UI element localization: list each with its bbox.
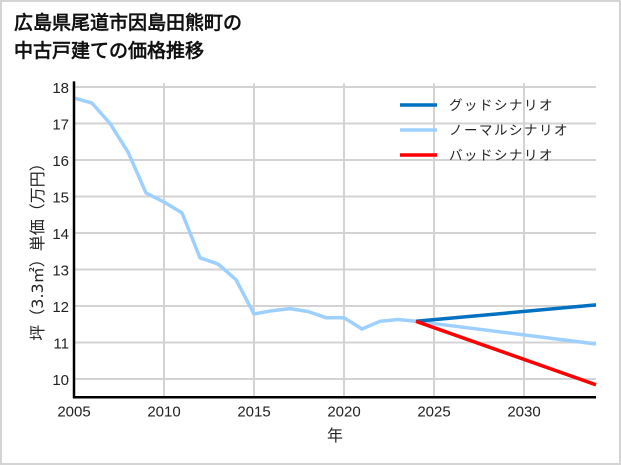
x-tick-label: 2010 [147,403,180,420]
y-tick-label: 12 [52,299,69,316]
axes [72,81,596,399]
y-tick-label: 15 [52,190,69,207]
legend-label: グッドシナリオ [449,98,554,114]
series-line [415,303,597,324]
x-tick-label: 2005 [57,403,90,420]
y-tick-label: 14 [52,226,69,243]
series-lines [73,96,597,387]
series-line [73,96,597,346]
x-tick-label: 2020 [327,403,360,420]
y-tick-label: 16 [52,153,69,170]
legend-label: バッドシナリオ [449,148,554,164]
y-tick-label: 17 [52,117,69,134]
series-line [415,319,597,387]
legend-label: ノーマルシナリオ [449,123,569,139]
y-tick-label: 10 [52,372,69,389]
y-axis-title: 坪（3.3㎡）単価（万円） [28,155,47,340]
x-axis-title: 年 [327,426,343,445]
x-tick-label: 2030 [507,403,540,420]
tick-labels: 10 11 12 13 14 15 16 17 18 2005 2010 2015 2020 2025 20… [52,80,540,420]
x-tick-label: 2025 [417,403,450,420]
y-tick-label: 13 [52,263,69,280]
gridlines [74,83,596,398]
x-tick-label: 2015 [237,403,270,420]
y-tick-label: 18 [52,80,69,97]
y-tick-label: 11 [53,336,69,353]
chart-title: 広島県尾道市因島田熊町の 中古戸建ての価格推移 [14,12,243,62]
